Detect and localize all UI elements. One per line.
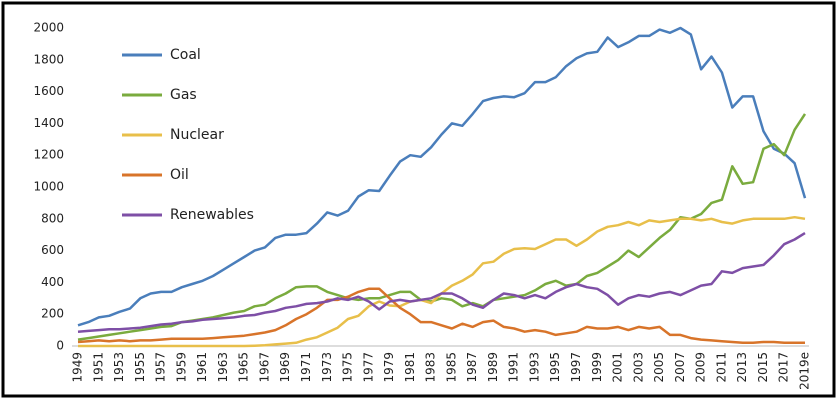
legend-label: Nuclear [170,127,224,143]
x-tick-label: 1981 [403,352,417,383]
x-tick-label: 1985 [444,352,458,383]
x-tick-label: 2015 [756,352,770,383]
legend-label: Oil [170,167,189,183]
x-tick-label: 1955 [133,352,147,383]
x-tick-label: 2005 [652,352,666,383]
y-tick-label: 1600 [33,84,64,98]
y-tick-label: 600 [41,243,64,257]
y-tick-label: 1200 [33,148,64,162]
x-tick-label: 1953 [112,352,126,383]
x-tick-label: 1975 [341,352,355,383]
x-tick-label: 1967 [257,352,271,383]
series-line [77,26,807,327]
x-tick-label: 1969 [278,352,292,383]
x-tick-label: 1999 [590,352,604,383]
x-tick-label: 1991 [507,352,521,383]
series-line [77,287,805,345]
x-tick-label: 2017 [777,352,791,383]
x-tick-label: 1965 [237,352,251,383]
x-tick-label: 1959 [174,352,188,383]
x-tick-label: 1951 [91,352,105,383]
legend-label: Coal [170,47,201,63]
y-tick-label: 0 [56,339,64,353]
x-tick-label: 2019e [798,352,812,390]
x-tick-label: 1963 [216,352,230,383]
y-tick-label: 400 [41,275,64,289]
x-tick-label: 1989 [486,352,500,383]
y-tick-label: 800 [41,211,64,225]
x-tick-label: 1993 [527,352,541,383]
x-tick-label: 2013 [735,352,749,383]
y-tick-label: 1400 [33,116,64,130]
x-tick-label: 1973 [320,352,334,383]
legend-label: Gas [170,87,197,103]
x-tick-label: 1979 [382,352,396,383]
y-tick-label: 1000 [33,180,64,194]
x-tick-label: 1983 [424,352,438,383]
x-tick-label: 2003 [631,352,645,383]
legend-label: Renewables [170,207,254,223]
y-tick-label: 200 [41,307,64,321]
x-tick-label: 1949 [71,352,85,383]
x-tick-label: 1987 [465,352,479,383]
x-tick-label: 2001 [611,352,625,383]
x-tick-label: 1995 [548,352,562,383]
y-tick-label: 1800 [33,52,64,66]
x-tick-label: 1971 [299,352,313,383]
x-tick-label: 1997 [569,352,583,383]
x-tick-label: 1957 [154,352,168,383]
x-tick-label: 1977 [361,352,375,383]
y-tick-label: 2000 [33,21,64,35]
series-line [77,232,806,333]
x-tick-label: 1961 [195,352,209,383]
x-tick-label: 2009 [694,352,708,383]
x-tick-label: 2007 [673,352,687,383]
x-tick-label: 2011 [714,352,728,383]
